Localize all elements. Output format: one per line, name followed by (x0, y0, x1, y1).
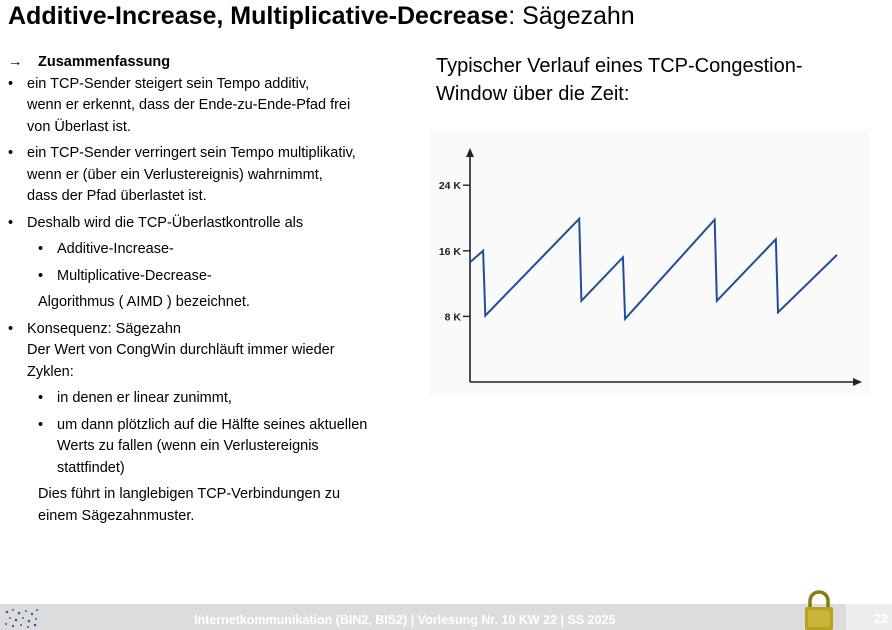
bullet-icon: • (38, 267, 44, 284)
sub-bullet-additive: • Additive-Increase- (8, 239, 408, 261)
congestion-window-chart: 8 K 16 K 24 K (430, 130, 870, 395)
footer-bar: Internetkommunikation (BIN2, BIS2) | Vor… (0, 590, 892, 630)
chart-svg: 8 K 16 K 24 K (439, 148, 862, 386)
bullet-line: Zyklen: (27, 363, 74, 380)
chart-heading-line: Window über die Zeit: (436, 83, 630, 105)
bullet-line: von Überlast ist. (27, 118, 131, 135)
bullet-line: Der Wert von CongWin durchläuft immer wi… (27, 342, 335, 358)
bullet-line: Deshalb wird die TCP-Überlastkontrolle a… (27, 214, 304, 231)
sub-bullet-linear: • in denen er linear zunimmt, (8, 388, 408, 410)
sub-bullet-halving: • um dann plötzlich auf die Hälfte seine… (8, 415, 408, 480)
closing-line: einem Sägezahnmuster. (38, 507, 195, 524)
bullet-icon: • (8, 214, 14, 231)
bullet-icon: • (8, 145, 14, 161)
arrow-icon: → (8, 54, 23, 70)
padlock-icon (805, 590, 833, 630)
bullet-line: wenn er erkennt, dass der Ende-zu-Ende-P… (27, 97, 351, 113)
bullet-line: ein TCP-Sender steigert sein Tempo addit… (27, 75, 310, 92)
summary-text-block: → Zusammenfassung • ein TCP-Sender steig… (8, 52, 408, 527)
y-tick-label: 8 K (445, 311, 462, 323)
bullet-icon: • (38, 241, 44, 257)
bullet-icon: • (38, 416, 44, 433)
congestion-window-line (469, 216, 838, 322)
bullet-item-consequence: • Konsequenz: Sägezahn Der Wert von Cong… (8, 319, 408, 384)
slide-title: Additive-Increase, Multiplicative-Decrea… (8, 2, 635, 31)
slide-title-bold: Additive-Increase, Multiplicative-Decrea… (8, 2, 509, 30)
bullet-item-3: • Deshalb wird die TCP-Überlastkontrolle… (8, 213, 408, 235)
bullet-line: ein TCP-Sender verringert sein Tempo mul… (27, 145, 356, 161)
sub-bullet-multiplicative: • Multiplicative-Decrease- (8, 266, 408, 288)
sub-bullet-line: in denen er linear zunimmt, (57, 390, 232, 406)
bullet-line: wenn er (über ein Verlustereignis) wahrn… (27, 166, 323, 183)
y-tick-label: 24 K (439, 180, 462, 192)
page-number: 22 (873, 611, 888, 626)
bullet-item-1: • ein TCP-Sender steigert sein Tempo add… (8, 74, 408, 139)
summary-heading: Zusammenfassung (38, 54, 171, 70)
closing-line: Dies führt in langlebigen TCP-Verbindung… (38, 486, 341, 502)
sub-bullet-line: Werts zu fallen (wenn ein Verlustereigni… (57, 438, 319, 454)
summary-heading-row: → Zusammenfassung (8, 52, 408, 74)
y-tick-label: 16 K (439, 246, 462, 258)
closing-text: Dies führt in langlebigen TCP-Verbindung… (8, 484, 408, 527)
bullet-item-2: • ein TCP-Sender verringert sein Tempo m… (8, 143, 408, 208)
x-axis-arrow-icon (853, 378, 862, 386)
footer-course-info: Internetkommunikation (BIN2, BIS2) | Vor… (194, 613, 616, 627)
sub-bullet-line: um dann plötzlich auf die Hälfte seines … (57, 416, 368, 433)
y-axis-arrow-icon (466, 148, 474, 157)
page-number-box: 22 (846, 604, 892, 630)
sub-bullet-line: Multiplicative-Decrease- (57, 267, 212, 284)
bullet-line: dass der Pfad überlastet ist. (27, 188, 207, 204)
sub-bullet-line: stattfindet) (57, 459, 125, 476)
sub-bullet-line: Additive-Increase- (57, 241, 174, 257)
bullet-icon: • (38, 390, 44, 406)
bullet-icon: • (8, 75, 14, 92)
aimd-line: Algorithmus ( AIMD ) bezeichnet. (38, 294, 250, 310)
bullet-line: Konsequenz: Sägezahn (27, 320, 181, 337)
chart-heading-line: Typischer Verlauf eines TCP-Congestion- (436, 55, 803, 77)
bullet-icon: • (8, 320, 14, 337)
chart-heading: Typischer Verlauf eines TCP-Congestion- … (436, 52, 876, 108)
slide-title-rest: : Sägezahn (508, 2, 635, 30)
university-logo-icon (5, 609, 38, 628)
